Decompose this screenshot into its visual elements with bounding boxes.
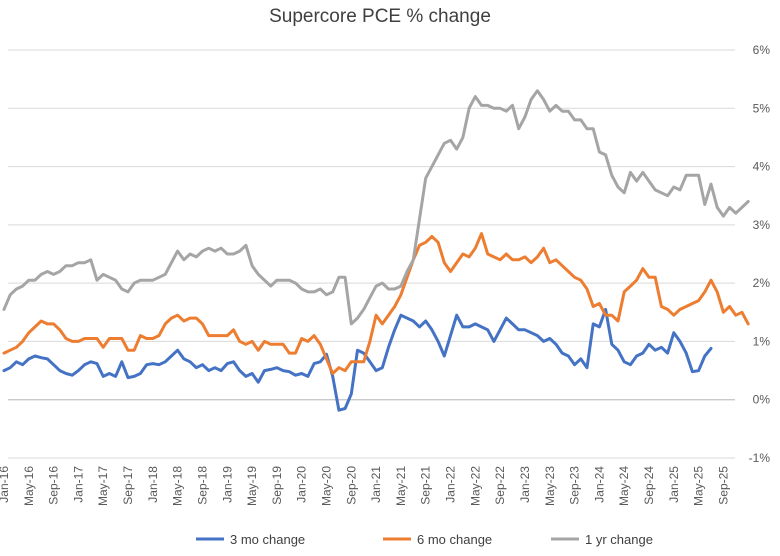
legend-label: 3 mo change [230,532,305,547]
x-tick-label: May-18 [171,466,185,506]
y-tick-label: 0% [753,393,771,407]
chart-title: Supercore PCE % change [269,6,491,27]
x-tick-label: Sep-19 [270,466,284,505]
y-tick-label: 1% [753,334,771,348]
x-tick-label: May-21 [394,466,408,506]
series-line-3 [2,89,750,326]
y-tick-label: 5% [753,101,771,115]
x-tick-label: Sep-17 [121,466,135,505]
x-tick-label: Jan-17 [71,466,85,503]
legend-label: 6 mo change [417,532,492,547]
x-tick-label: Jan-22 [444,466,458,503]
gridlines [8,49,735,459]
x-tick-label: Jan-23 [518,466,532,503]
series-line-1 [2,307,713,412]
x-tick-label: Sep-18 [195,466,209,505]
x-tick-label: May-24 [617,466,631,506]
y-tick-label: 6% [753,43,771,57]
x-tick-label: May-20 [319,466,333,506]
x-tick-label: May-22 [468,466,482,506]
x-tick-label: May-25 [692,466,706,506]
x-tick-label: May-17 [96,466,110,506]
x-tick-label: Jan-19 [220,466,234,503]
x-tick-label: May-16 [22,466,36,506]
x-tick-label: Sep-16 [47,466,61,505]
x-tick-label: May-19 [245,466,259,506]
x-tick-label: Sep-25 [716,466,730,505]
y-tick-label: 3% [753,218,771,232]
y-tick-label: -1% [749,451,771,465]
x-tick-label: Sep-23 [568,466,582,505]
legend-label: 1 yr change [585,532,653,547]
x-tick-label: Sep-21 [419,466,433,505]
x-tick-label: Jan-24 [592,466,606,503]
y-tick-label: 2% [753,276,771,290]
x-tick-label: Jan-20 [295,466,309,503]
x-tick-label: Jan-16 [0,466,11,503]
x-tick-label: Sep-24 [642,466,656,505]
x-tick-label: Jan-18 [146,466,160,503]
y-tick-label: 4% [753,160,771,174]
x-tick-label: Jan-21 [369,466,383,503]
x-tick-label: May-23 [543,466,557,506]
x-tick-label: Jan-25 [667,466,681,503]
series-line-2 [2,232,750,375]
x-tick-label: Sep-22 [493,466,507,505]
x-tick-label: Sep-20 [344,466,358,505]
